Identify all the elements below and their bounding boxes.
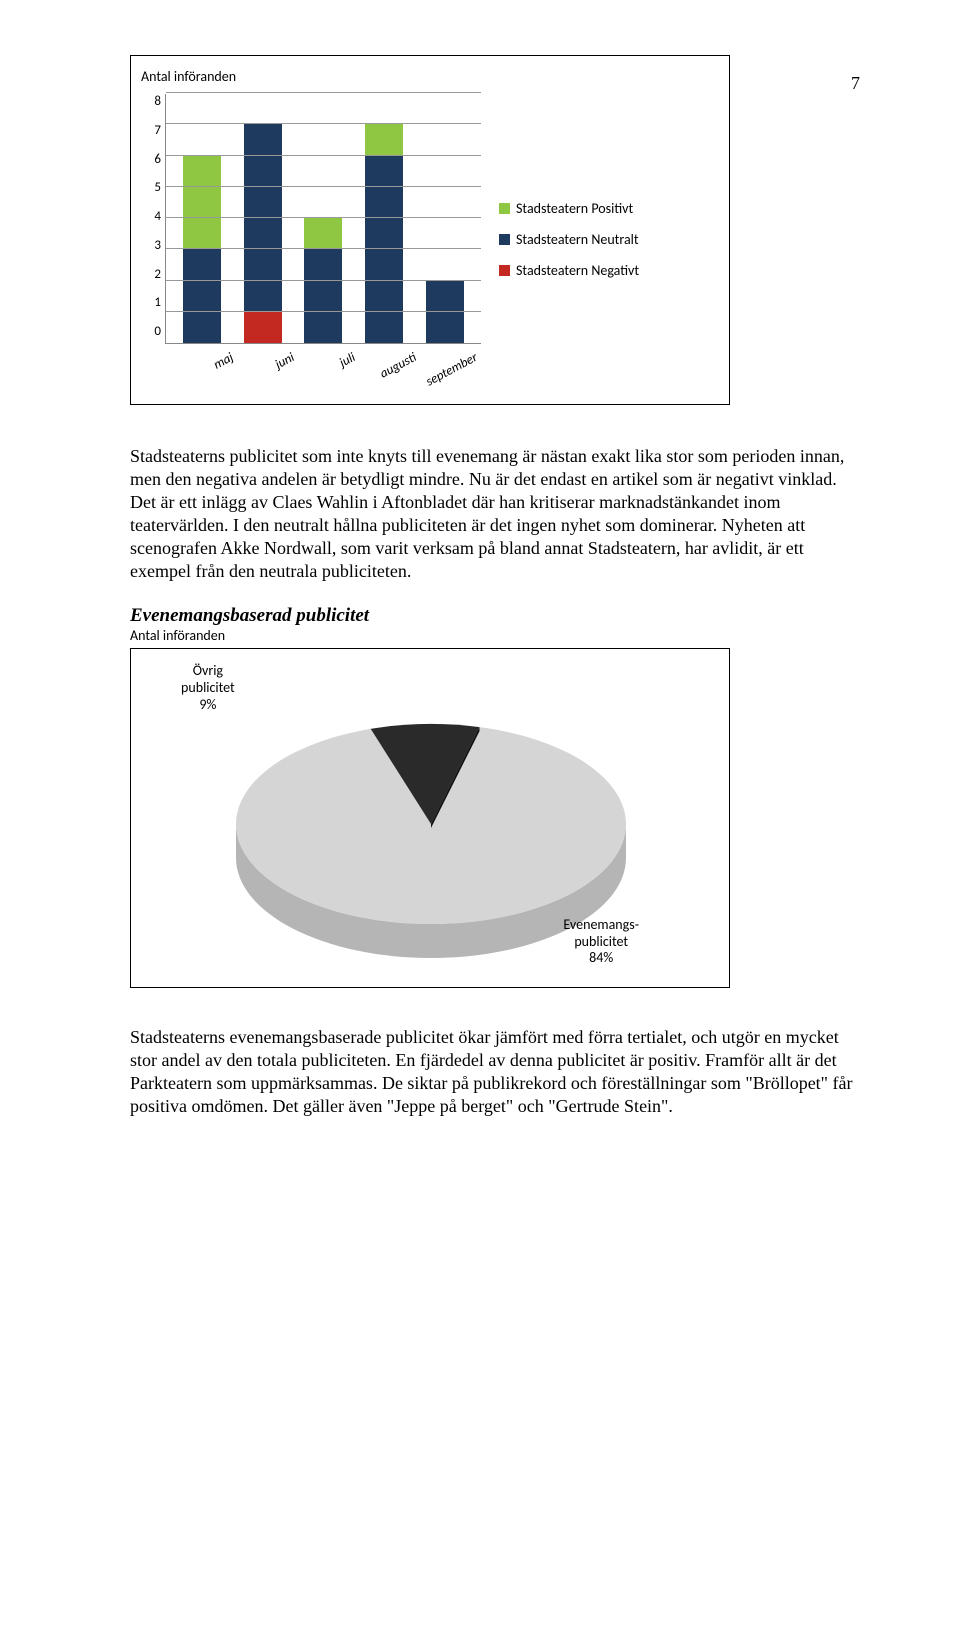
bar-segment	[244, 312, 282, 343]
pie-label-line: Evenemangs-	[563, 917, 639, 934]
xtick: maj	[180, 350, 236, 390]
ytick: 4	[154, 209, 161, 224]
xtick: augusti	[362, 350, 418, 390]
bar-segment	[365, 156, 403, 344]
legend-item: Stadsteatern Positivt	[499, 200, 701, 217]
legend-swatch	[499, 265, 510, 276]
page-number: 7	[851, 73, 860, 94]
bar-segment	[244, 124, 282, 312]
bar-chart-xaxis: majjunijuliaugustiseptember	[165, 344, 481, 365]
bar-segment	[304, 249, 342, 343]
ytick: 6	[154, 152, 161, 167]
bar-chart-title: Antal införanden	[141, 68, 719, 85]
bar-chart-yaxis: 8 7 6 5 4 3 2 1 0	[141, 94, 165, 339]
section-heading: Evenemangsbaserad publicitet	[130, 605, 860, 627]
bar-segment	[183, 156, 221, 250]
legend-swatch	[499, 203, 510, 214]
bar-group	[183, 156, 221, 344]
ytick: 3	[154, 238, 161, 253]
bar-chart-legend: Stadsteatern Positivt Stadsteatern Neutra…	[481, 89, 701, 389]
ytick: 8	[154, 94, 161, 109]
bar-group	[304, 218, 342, 343]
bar-group	[426, 281, 464, 344]
paragraph-1: Stadsteaterns publicitet som inte knyts …	[130, 445, 860, 583]
bar-segment	[183, 249, 221, 343]
pie-label-line: Övrig	[181, 663, 235, 680]
xtick: juni	[241, 350, 297, 390]
legend-item: Stadsteatern Neutralt	[499, 231, 701, 248]
legend-item: Stadsteatern Negativt	[499, 262, 701, 279]
legend-label: Stadsteatern Neutralt	[516, 231, 639, 248]
ytick: 1	[154, 295, 161, 310]
legend-label: Stadsteatern Negativt	[516, 262, 639, 279]
pie-label-line: 84%	[563, 950, 639, 967]
ytick: 7	[154, 123, 161, 138]
ytick: 0	[154, 324, 161, 339]
bar-segment	[304, 218, 342, 249]
paragraph-2: Stadsteaterns evenemangsbaserade publici…	[130, 1026, 860, 1118]
xtick: september	[423, 350, 479, 390]
pie-chart-figure: Övrigpublicitet9% Evenemangs-publicitet8…	[130, 648, 730, 988]
legend-label: Stadsteatern Positivt	[516, 200, 633, 217]
bar-chart-plot	[165, 94, 481, 344]
legend-swatch	[499, 234, 510, 245]
pie-label-line: publicitet	[563, 934, 639, 951]
ytick: 2	[154, 267, 161, 282]
ytick: 5	[154, 180, 161, 195]
pie-label-evenemang: Evenemangs-publicitet84%	[563, 917, 639, 967]
bar-segment	[365, 124, 403, 155]
xtick: juli	[302, 350, 358, 390]
bar-chart-figure: Antal införanden 8 7 6 5 4 3 2 1 0 majjunijuliau…	[130, 55, 730, 405]
bar-segment	[426, 281, 464, 344]
section-subtitle: Antal införanden	[130, 627, 860, 644]
